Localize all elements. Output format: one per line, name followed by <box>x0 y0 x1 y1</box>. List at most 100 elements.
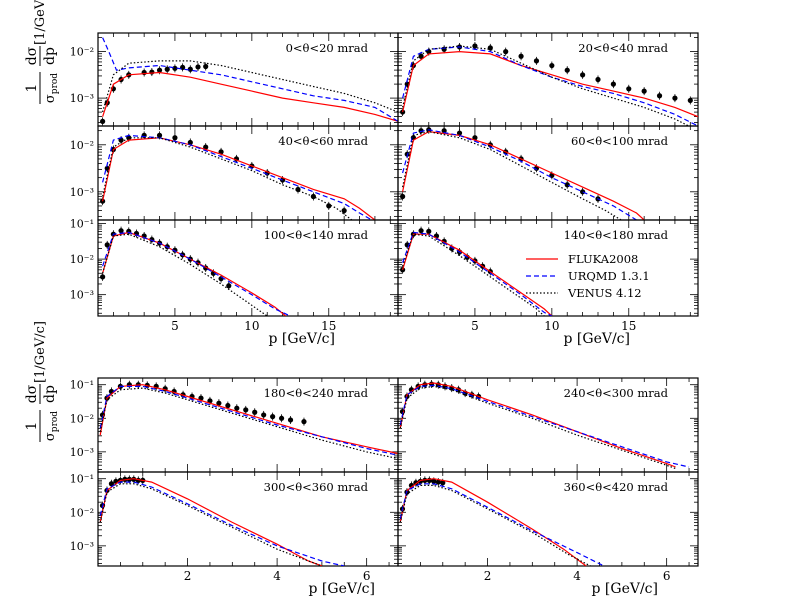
data-point <box>435 479 441 485</box>
plot-area <box>400 42 698 126</box>
curve-fluka2008 <box>102 231 287 316</box>
panel-7: 240<θ<300 mrad <box>397 377 699 473</box>
y-tick-label: 10⁻¹ <box>70 379 94 392</box>
curve-urqmd-1-3-1 <box>402 231 553 316</box>
y-tick-label: 10⁻¹ <box>70 218 94 231</box>
plot-area <box>399 380 690 470</box>
curve-urqmd-1-3-1 <box>399 384 690 468</box>
data-point <box>203 144 209 150</box>
legend-label: URQMD 1.3.1 <box>568 269 650 283</box>
data-point <box>656 93 663 99</box>
x-tick-label: 15 <box>621 319 636 333</box>
y-label-unit: [1/GeV/c] <box>33 0 48 45</box>
data-point <box>172 135 178 141</box>
panel-2: 10⁻³ 10⁻² 40<θ<60 mrad <box>70 125 399 221</box>
panel-4: 10⁻³ 10⁻² 10⁻¹ 5 10 15 100<θ<140 mrad <box>70 218 399 333</box>
data-point <box>301 419 307 425</box>
legend-label: VENUS 4.12 <box>567 286 642 300</box>
data-point <box>518 53 524 59</box>
curve-fluka2008 <box>102 71 398 122</box>
curve-fluka2008 <box>402 233 553 316</box>
curve-venus-4-12 <box>399 484 591 566</box>
x-tick-label: 10 <box>544 319 559 333</box>
x-axis-label-bottom-left: p [GeV/c] <box>309 581 375 597</box>
data-point <box>225 402 231 409</box>
curve-fluka2008 <box>402 50 698 118</box>
panel-6: 10⁻³ 10⁻² 10⁻¹ 180<θ<240 mrad <box>70 377 399 473</box>
data-point <box>198 395 204 401</box>
data-point <box>104 165 110 171</box>
y-label-dsigma: dσ <box>24 384 40 403</box>
data-point <box>687 97 693 104</box>
plot-area <box>399 476 605 566</box>
x-axis-label-top-left: p [GeV/c] <box>269 331 335 347</box>
panel-label: 240<θ<300 mrad <box>564 386 669 400</box>
curve-venus-4-12 <box>102 137 353 220</box>
x-tick-label: 6 <box>663 569 671 583</box>
panel-frame <box>397 219 699 317</box>
plot-area <box>100 131 376 220</box>
data-point <box>207 398 213 404</box>
data-point <box>440 480 446 486</box>
data-point <box>418 228 424 234</box>
legend-label: FLUKA2008 <box>568 252 638 266</box>
data-point <box>431 478 437 484</box>
x-tick-label: 6 <box>363 569 371 583</box>
data-point <box>226 283 232 289</box>
data-point <box>533 58 540 64</box>
data-point <box>278 415 285 421</box>
x-tick-label: 5 <box>471 319 479 333</box>
data-point <box>100 274 106 280</box>
y-label-dp: dp <box>42 385 58 403</box>
curve-urqmd-1-3-1 <box>399 483 605 566</box>
panel-label: 180<θ<240 mrad <box>264 386 369 400</box>
data-point <box>261 412 267 418</box>
x-tick-label: 15 <box>321 319 336 333</box>
data-point <box>595 76 601 83</box>
plot-area <box>100 226 291 316</box>
curve-urqmd-1-3-1 <box>402 129 637 220</box>
data-point <box>156 67 163 73</box>
plot-area <box>99 380 398 460</box>
curve-urqmd-1-3-1 <box>102 231 291 316</box>
data-point <box>156 132 163 138</box>
panel-label: 360<θ<420 mrad <box>564 480 669 494</box>
x-tick-label: 4 <box>573 569 581 583</box>
y-label-denominator: σprod <box>43 411 60 441</box>
data-point <box>564 182 570 188</box>
data-point <box>149 69 155 75</box>
data-point <box>641 88 647 94</box>
x-axis-label-top-right: p [GeV/c] <box>564 331 630 347</box>
data-point <box>341 208 347 214</box>
curve-urqmd-1-3-1 <box>102 37 398 122</box>
curve-fluka2008 <box>402 130 645 220</box>
x-tick-label: 4 <box>273 569 281 583</box>
data-point <box>100 118 106 124</box>
data-point <box>118 137 124 143</box>
panel-3: 60<θ<100 mrad <box>397 125 699 221</box>
data-point <box>164 66 170 72</box>
data-point <box>487 45 493 51</box>
data-point <box>187 139 193 146</box>
data-point <box>580 72 586 78</box>
curve-venus-4-12 <box>402 130 622 220</box>
panel-label: 60<θ<100 mrad <box>571 134 669 148</box>
data-point <box>216 400 222 406</box>
data-point <box>172 65 178 71</box>
y-label-dp: dp <box>42 47 58 65</box>
panel-label: 140<θ<180 mrad <box>564 228 669 242</box>
data-point <box>270 414 276 420</box>
panel-label: 100<θ<140 mrad <box>264 228 369 242</box>
curve-venus-4-12 <box>99 387 398 460</box>
curve-venus-4-12 <box>102 60 398 113</box>
panel-label: 0<θ<20 mrad <box>286 41 369 55</box>
data-point <box>118 228 124 234</box>
panel-label: 20<θ<40 mrad <box>578 41 668 55</box>
y-label-denominator: σprod <box>43 73 60 103</box>
data-point <box>626 86 632 92</box>
data-point <box>243 407 249 413</box>
plot-area <box>99 475 345 566</box>
curve-urqmd-1-3-1 <box>99 385 398 456</box>
